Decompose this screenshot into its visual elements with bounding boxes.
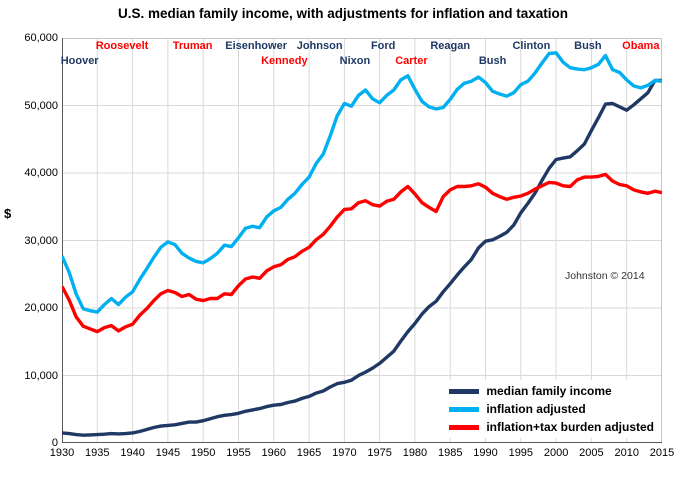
- plot-canvas: [62, 38, 662, 443]
- legend-label-inflation-tax-adjusted: inflation+tax burden adjusted: [486, 420, 654, 434]
- legend-swatch-inflation-tax-adjusted: [449, 424, 480, 430]
- president-label-bush-2005: Bush: [574, 40, 602, 52]
- x-tick-label: 1965: [296, 447, 322, 459]
- president-label-kennedy-1962: Kennedy: [261, 55, 308, 67]
- plot-area: Hoover Roosevelt Truman Eisenhower Kennedy Jo…: [60, 38, 662, 443]
- y-axis-label: $: [4, 206, 12, 221]
- president-label-obama-2012: Obama: [622, 40, 660, 52]
- series-inflation-adjusted: [62, 51, 662, 314]
- x-tick-label: 1930: [49, 447, 75, 459]
- x-tick-label: 1955: [226, 447, 251, 459]
- president-label-carter-1980: Carter: [395, 55, 428, 67]
- president-label-truman-1949: Truman: [172, 40, 213, 52]
- x-tick-label: 1990: [473, 447, 498, 459]
- legend-label-median-family-income: median family income: [486, 384, 612, 398]
- y-tick-label: 40,000: [24, 167, 58, 179]
- x-tick-label: 1970: [332, 447, 357, 459]
- president-label-roosevelt-1939: Roosevelt: [95, 40, 149, 52]
- series-median-family-income: [62, 78, 662, 437]
- x-tick-label: 2015: [649, 447, 675, 459]
- president-label-hoover-1933: Hoover: [60, 55, 99, 67]
- president-label-bush-1991: Bush: [478, 55, 507, 67]
- legend-item-median-family-income: median family income: [449, 382, 654, 400]
- x-tick-label: 1940: [120, 447, 145, 459]
- x-tick-label: 2005: [579, 447, 604, 459]
- y-tick-label: 20,000: [24, 302, 58, 314]
- x-tick-label: 1980: [402, 447, 428, 459]
- president-label-nixon-1972: Nixon: [339, 55, 371, 67]
- x-tick-label: 1995: [508, 447, 534, 459]
- x-tick-label: 2010: [614, 447, 639, 459]
- legend-item-inflation-tax-adjusted: inflation+tax burden adjusted: [449, 418, 654, 436]
- y-tick-label: 0: [51, 437, 58, 449]
- president-label-johnson-1967: Johnson: [296, 40, 343, 52]
- president-label-clinton-1997: Clinton: [512, 40, 551, 52]
- president-label-ford-1976: Ford: [370, 40, 396, 52]
- x-tick-label: 1975: [367, 447, 392, 459]
- legend-label-inflation-adjusted: inflation adjusted: [486, 402, 586, 416]
- legend-swatch-median-family-income: [449, 388, 480, 394]
- legend-swatch-inflation-adjusted: [449, 406, 480, 412]
- y-tick-label: 60,000: [24, 32, 58, 44]
- x-tick-label: 2000: [543, 447, 569, 459]
- y-tick-label: 30,000: [24, 234, 58, 247]
- credit-text: Johnston © 2014: [565, 270, 645, 282]
- chart-title: U.S. median family income, with adjustme…: [117, 6, 569, 21]
- series-inflation-tax-adjusted: [62, 172, 662, 334]
- x-tick-label: 1935: [85, 447, 110, 459]
- x-tick-label: 1960: [261, 447, 286, 459]
- x-tick-label: 1950: [190, 447, 216, 459]
- president-label-reagan-1985: Reagan: [430, 40, 471, 52]
- legend-item-inflation-adjusted: inflation adjusted: [449, 400, 654, 418]
- legend: median family income inflation adjusted in…: [445, 380, 660, 438]
- x-tick-label: 1945: [155, 447, 181, 459]
- y-tick-label: 10,000: [24, 369, 58, 382]
- x-tick-label: 1985: [437, 447, 463, 459]
- y-tick-label: 50,000: [24, 99, 58, 112]
- president-label-eisenhower-1958: Eisenhower: [225, 40, 287, 52]
